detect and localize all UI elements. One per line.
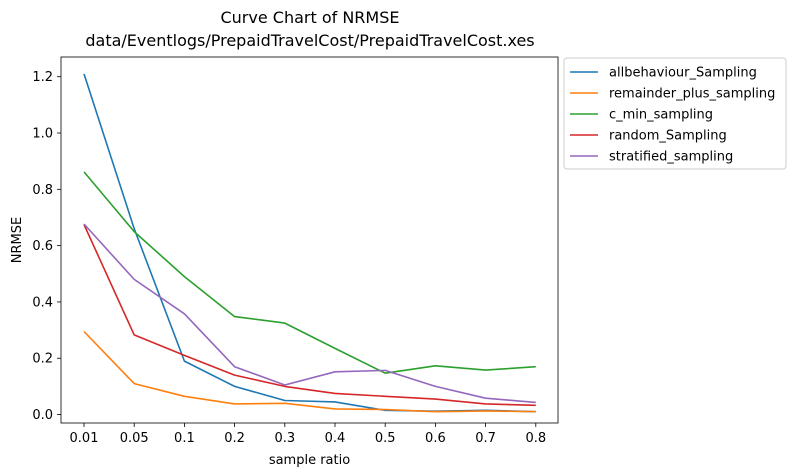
chart-title: Curve Chart of NRMSE (220, 8, 399, 27)
x-tick-label: 0.3 (274, 431, 295, 446)
legend-label: stratified_sampling (609, 150, 733, 165)
x-tick-label: 0.01 (70, 431, 99, 446)
x-tick-label: 0.6 (425, 431, 446, 446)
legend-label: c_min_sampling (609, 108, 713, 123)
legend-label: random_Sampling (609, 129, 727, 144)
plot-area (60, 56, 559, 424)
series-line-allbehaviour-sampling (83, 73, 536, 413)
x-tick-label: 0.4 (325, 431, 346, 446)
x-axis: 0.01 0.05 0.1 0.2 0.3 0.4 0.5 0.6 0.7 0.8 (70, 423, 546, 446)
y-tick-label: 1.2 (32, 70, 53, 85)
y-axis-label: NRMSE (10, 217, 25, 263)
x-tick-label: 0.8 (525, 431, 546, 446)
y-axis: 0.0 0.2 0.4 0.6 0.8 1.0 1.2 (32, 70, 61, 423)
y-tick-label: 0.2 (32, 352, 53, 367)
y-tick-label: 0.0 (32, 408, 53, 423)
legend: allbehaviour_Sampling remainder_plus_samp… (563, 57, 787, 170)
series-line-stratified-sampling (83, 223, 536, 404)
x-axis-label: sample ratio (269, 453, 350, 468)
legend-label: remainder_plus_sampling (609, 87, 775, 102)
series-lines (83, 73, 536, 413)
series-line-remainder-plus-sampling (83, 330, 536, 413)
x-tick-label: 0.2 (224, 431, 245, 446)
legend-box (563, 57, 787, 170)
chart-subtitle: data/Eventlogs/PrepaidTravelCost/Prepaid… (85, 31, 534, 50)
x-tick-label: 0.1 (174, 431, 195, 446)
y-tick-label: 0.6 (32, 239, 53, 254)
series-line-random-sampling (83, 224, 536, 407)
y-tick-label: 0.4 (32, 295, 53, 310)
y-tick-label: 1.0 (32, 127, 53, 142)
legend-label: allbehaviour_Sampling (609, 66, 757, 81)
x-tick-label: 0.7 (475, 431, 496, 446)
x-tick-label: 0.5 (375, 431, 396, 446)
y-tick-label: 0.8 (32, 183, 53, 198)
series-line-c-min-sampling (83, 171, 536, 375)
x-tick-label: 0.05 (120, 431, 149, 446)
